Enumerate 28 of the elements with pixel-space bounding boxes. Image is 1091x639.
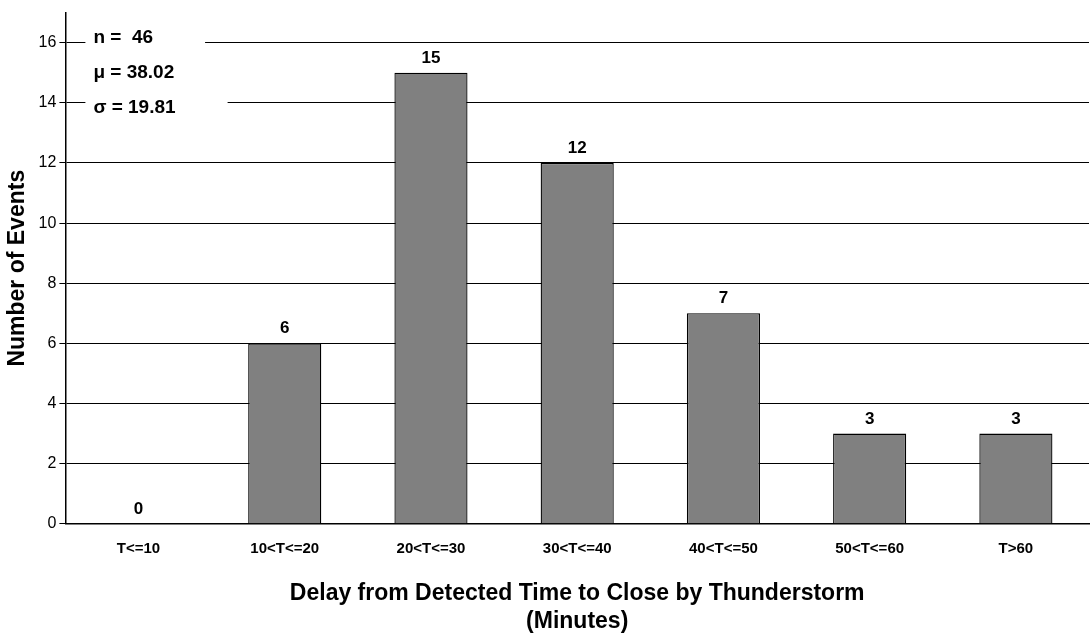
y-tick-label: 2	[47, 454, 57, 472]
x-tick-label: 30<T<=40	[542, 538, 612, 556]
x-tick-label: 20<T<=30	[396, 538, 466, 556]
y-tick-label: 10	[38, 213, 57, 231]
data-label: 7	[718, 288, 729, 308]
y-axis-title: Number of Events	[3, 169, 30, 367]
data-label: 3	[864, 408, 875, 428]
y-tick-label: 4	[47, 393, 57, 411]
y-tick-label: 12	[38, 153, 57, 171]
data-label: 3	[1011, 408, 1021, 428]
annotation: n = 46	[93, 25, 154, 47]
x-axis-title: Delay from Detected Time to Close by Thunderstorm (Minutes)	[289, 578, 865, 633]
x-tick-label: 40<T<=50	[689, 538, 758, 556]
annotation: μ = 38.02	[93, 60, 175, 82]
annotation: σ = 19.81	[93, 95, 177, 117]
x-tick-label: 50<T<=60	[835, 538, 905, 556]
y-tick-label: 0	[47, 514, 57, 532]
x-tick-label: T>60	[998, 538, 1034, 556]
data-label: 0	[133, 498, 144, 518]
x-tick-label: T<=10	[116, 538, 161, 556]
y-tick-label: 8	[47, 273, 57, 291]
data-label: 12	[567, 137, 587, 157]
data-label: 15	[421, 47, 441, 67]
y-tick-label: 14	[38, 93, 57, 111]
y-tick-label: 16	[38, 33, 57, 51]
x-tick-label: 10<T<=20	[250, 538, 320, 556]
y-tick-label: 6	[47, 333, 57, 351]
data-label: 6	[280, 318, 290, 338]
